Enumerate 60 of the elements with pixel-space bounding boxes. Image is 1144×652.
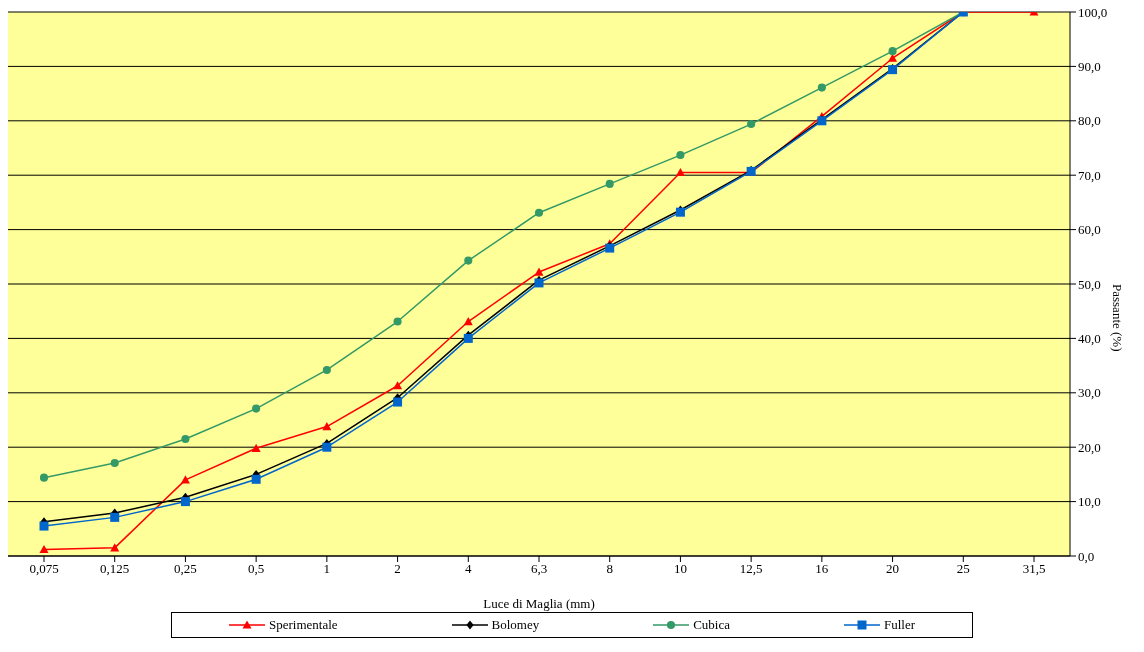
y-tick-label: 80,0 xyxy=(1078,113,1101,129)
point xyxy=(393,397,403,407)
x-tick-label: 0,5 xyxy=(248,561,265,577)
y-tick-label: 10,0 xyxy=(1078,494,1101,510)
point xyxy=(464,256,473,265)
point xyxy=(180,497,190,507)
y-tick-label: 60,0 xyxy=(1078,222,1101,238)
point xyxy=(676,151,685,160)
point xyxy=(534,267,544,276)
y-tick-label: 30,0 xyxy=(1078,385,1101,401)
point xyxy=(463,317,473,326)
point xyxy=(393,317,402,326)
x-tick-label: 31,5 xyxy=(1022,561,1046,577)
point xyxy=(888,47,897,56)
x-axis-title: Luce di Maglia (mm) xyxy=(483,596,595,611)
y-tick-label: 0,0 xyxy=(1078,548,1095,564)
point xyxy=(39,473,49,482)
point xyxy=(110,543,120,552)
point xyxy=(251,474,261,484)
x-tick-label: 8 xyxy=(606,561,613,577)
point xyxy=(322,442,332,452)
point xyxy=(181,434,190,444)
x-tick-label: 12,5 xyxy=(739,561,763,577)
y-axis-title: Passante (%) xyxy=(1110,284,1126,352)
point xyxy=(110,512,120,522)
x-tick-label: 2 xyxy=(394,561,401,577)
point xyxy=(322,365,331,374)
y-tick-label: 70,0 xyxy=(1078,167,1101,183)
y-tick-label: 40,0 xyxy=(1078,331,1101,347)
point xyxy=(110,458,119,468)
y-tick-label: 90,0 xyxy=(1078,59,1101,75)
x-tick-label: 0,125 xyxy=(100,561,130,577)
legend-label: Bolomey xyxy=(490,617,540,633)
point xyxy=(675,167,685,177)
y-tick-label: 100,0 xyxy=(1078,4,1108,20)
point xyxy=(180,475,190,484)
x-tick-label: 4 xyxy=(465,561,473,577)
point xyxy=(534,208,544,217)
x-tick-label: 16 xyxy=(815,561,829,577)
point xyxy=(251,443,261,452)
x-tick-label: 0,075 xyxy=(29,561,59,577)
x-tick-label: 1 xyxy=(323,561,331,577)
y-tick-label: 20,0 xyxy=(1078,439,1101,455)
point xyxy=(252,404,261,413)
point xyxy=(747,120,756,129)
point xyxy=(817,83,826,92)
point xyxy=(39,521,49,531)
x-tick-label: 6,3 xyxy=(530,561,548,577)
y-tick-label: 50,0 xyxy=(1078,276,1101,292)
x-tick-label: 20 xyxy=(886,561,900,577)
x-tick-label: 25 xyxy=(956,561,970,577)
legend-label: Sperimentale xyxy=(267,617,338,633)
point xyxy=(39,544,49,554)
point xyxy=(393,381,403,390)
x-tick-label: 10 xyxy=(673,561,687,577)
x-tick-label: 0,25 xyxy=(174,561,197,577)
legend-label: Cubica xyxy=(692,617,730,633)
legend-label: Fuller xyxy=(882,617,915,633)
point xyxy=(605,179,614,188)
point xyxy=(322,422,332,431)
